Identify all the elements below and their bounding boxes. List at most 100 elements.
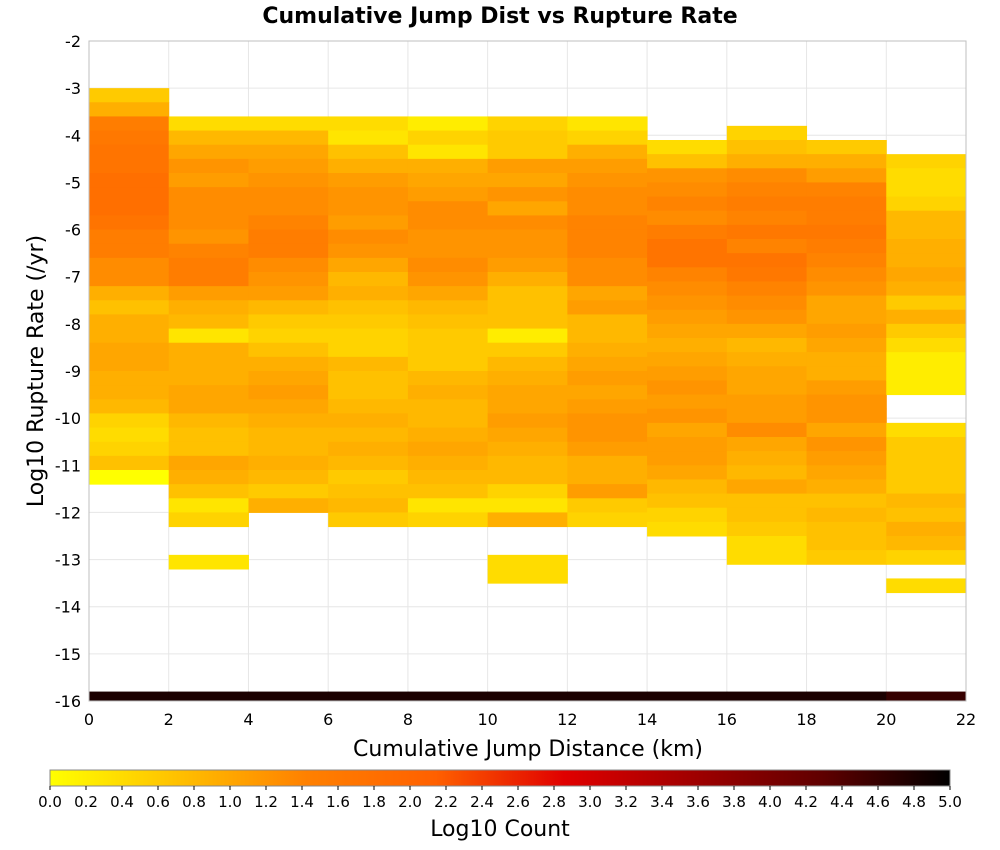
colorbar-tick-label: 4.6 bbox=[866, 793, 890, 811]
heatmap-cell bbox=[89, 356, 170, 372]
heatmap-cell bbox=[647, 352, 728, 367]
plot-area-border bbox=[88, 40, 967, 702]
heatmap-cell bbox=[567, 498, 648, 513]
heatmap-cell bbox=[407, 272, 489, 287]
heatmap-cell bbox=[168, 470, 249, 485]
heatmap-cell bbox=[168, 201, 249, 216]
heatmap-cell bbox=[407, 187, 489, 202]
heatmap-cell bbox=[726, 479, 808, 495]
heatmap-cell bbox=[407, 229, 489, 245]
heatmap-cell bbox=[89, 314, 170, 330]
heatmap-cell bbox=[487, 158, 568, 174]
heatmap-cell bbox=[248, 173, 329, 188]
heatmap-cell bbox=[248, 201, 329, 216]
heatmap-cell bbox=[726, 394, 808, 410]
heatmap-cell bbox=[407, 300, 489, 315]
heatmap-cell bbox=[567, 413, 648, 429]
heatmap-cell bbox=[726, 536, 808, 551]
y-tick-label: -2 bbox=[65, 32, 81, 51]
heatmap-cell bbox=[647, 196, 728, 212]
heatmap-cell bbox=[567, 691, 648, 701]
heatmap-cell bbox=[886, 224, 967, 240]
heatmap-cell bbox=[248, 484, 329, 499]
heatmap-cell bbox=[567, 130, 648, 146]
heatmap-cell bbox=[168, 173, 249, 188]
heatmap-cell bbox=[328, 498, 409, 513]
heatmap-cell bbox=[487, 314, 568, 330]
heatmap-cell bbox=[647, 408, 728, 424]
heatmap-cell bbox=[647, 394, 728, 410]
heatmap-cell bbox=[886, 338, 967, 353]
heatmap-cell bbox=[487, 116, 568, 132]
heatmap-cell bbox=[806, 394, 887, 410]
x-tick-label: 0 bbox=[84, 710, 94, 729]
heatmap-cell bbox=[726, 465, 808, 480]
heatmap-cell bbox=[647, 691, 728, 701]
heatmap-cell bbox=[647, 422, 728, 438]
heatmap-cell bbox=[886, 154, 967, 169]
heatmap-cell bbox=[886, 281, 967, 297]
heatmap-cell bbox=[886, 253, 967, 268]
heatmap-cell bbox=[886, 182, 967, 198]
heatmap-cell bbox=[726, 422, 808, 438]
colorbar-tick-label: 2.2 bbox=[434, 793, 458, 811]
heatmap-cell bbox=[806, 140, 887, 155]
heatmap-cell bbox=[407, 201, 489, 216]
heatmap-cell bbox=[567, 314, 648, 330]
y-tick-label: -5 bbox=[65, 173, 81, 192]
heatmap-cell bbox=[806, 182, 887, 198]
heatmap-cell bbox=[89, 187, 170, 202]
heatmap-cell bbox=[726, 493, 808, 509]
heatmap-cell bbox=[168, 554, 249, 570]
heatmap-cell bbox=[248, 441, 329, 457]
heatmap-cell bbox=[328, 470, 409, 485]
heatmap-cell bbox=[407, 286, 489, 301]
heatmap-cell bbox=[487, 371, 568, 386]
heatmap-cell bbox=[407, 470, 489, 485]
heatmap-cell bbox=[806, 154, 887, 169]
heatmap-cell bbox=[328, 314, 409, 330]
heatmap-cell bbox=[726, 408, 808, 424]
y-tick-label: -14 bbox=[55, 598, 81, 617]
colorbar-tick-label: 4.2 bbox=[794, 793, 818, 811]
heatmap-cell bbox=[168, 300, 249, 315]
heatmap-cell bbox=[168, 399, 249, 414]
heatmap-cell bbox=[168, 187, 249, 202]
x-tick-label: 12 bbox=[557, 710, 577, 729]
y-tick-label: -11 bbox=[55, 456, 81, 475]
heatmap-cell bbox=[328, 342, 409, 358]
heatmap-cell bbox=[248, 116, 329, 132]
heatmap-cell bbox=[886, 366, 967, 381]
heatmap-cell bbox=[168, 243, 249, 259]
heatmap-cell bbox=[328, 243, 409, 259]
heatmap-cell bbox=[567, 201, 648, 216]
heatmap-cell bbox=[806, 168, 887, 183]
heatmap-cell bbox=[248, 300, 329, 315]
heatmap-cell bbox=[726, 267, 808, 282]
heatmap-cell bbox=[886, 309, 967, 325]
chart-title: Cumulative Jump Dist vs Rupture Rate bbox=[262, 4, 737, 29]
heatmap-cell bbox=[647, 380, 728, 396]
heatmap-cell bbox=[487, 441, 568, 457]
heatmap-cell bbox=[89, 300, 170, 315]
heatmap-cell bbox=[886, 422, 967, 438]
heatmap-cell bbox=[487, 173, 568, 188]
heatmap-cell bbox=[647, 182, 728, 198]
x-tick-label: 18 bbox=[796, 710, 816, 729]
heatmap-cell bbox=[487, 243, 568, 259]
heatmap-cell bbox=[487, 691, 568, 701]
heatmap-cell bbox=[407, 342, 489, 358]
heatmap-cell bbox=[806, 380, 887, 396]
heatmap-cell bbox=[89, 286, 170, 301]
colorbar-tick-label: 0.0 bbox=[38, 793, 62, 811]
heatmap-cell bbox=[89, 691, 170, 701]
heatmap-cell bbox=[407, 691, 489, 701]
heatmap-cell bbox=[487, 272, 568, 287]
heatmap-cell bbox=[726, 380, 808, 396]
heatmap-cell bbox=[806, 521, 887, 537]
heatmap-cell bbox=[328, 144, 409, 160]
heatmap-cell bbox=[328, 257, 409, 273]
heatmap-cell bbox=[487, 342, 568, 358]
x-tick-label: 20 bbox=[876, 710, 896, 729]
heatmap-cell bbox=[248, 427, 329, 443]
